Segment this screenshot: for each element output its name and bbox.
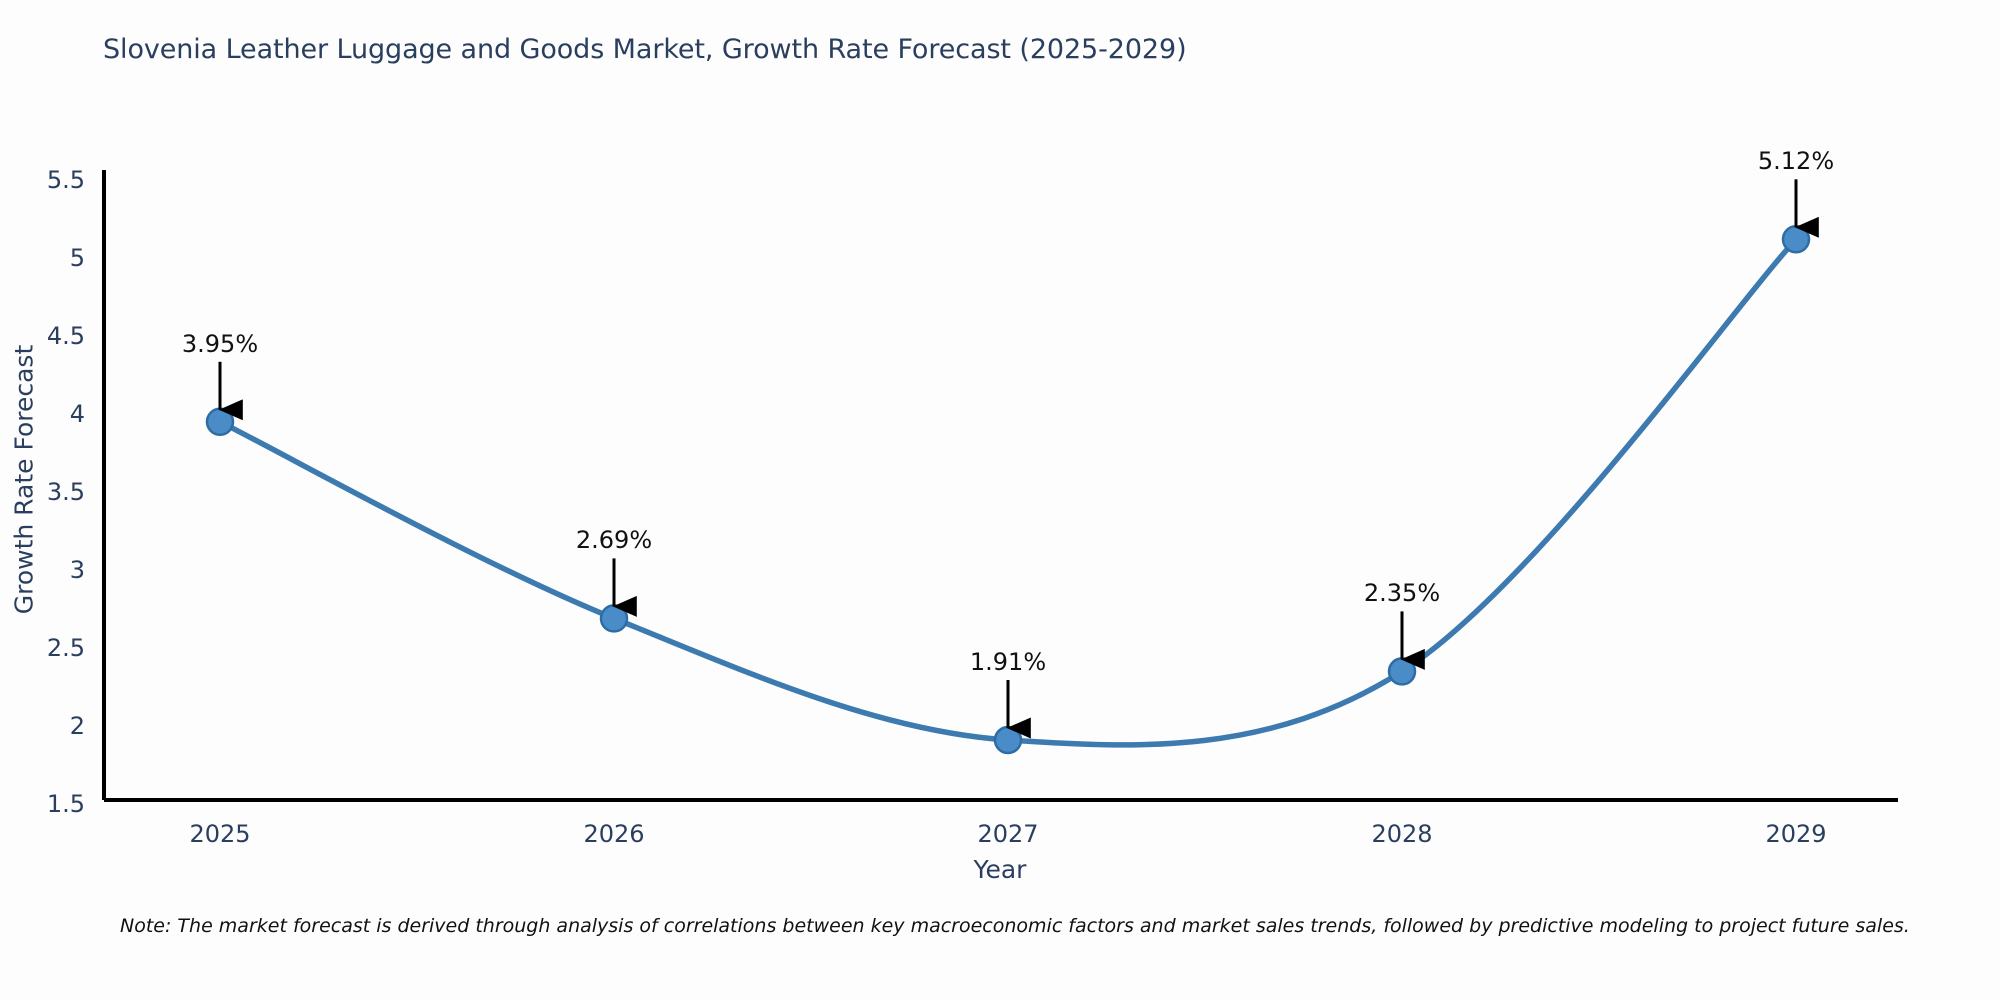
y-tick-label: 5 <box>69 244 85 272</box>
y-tick-label: 5.5 <box>46 166 85 194</box>
chart-title: Slovenia Leather Luggage and Goods Marke… <box>103 34 1187 65</box>
y-tick-label: 3.5 <box>46 478 85 506</box>
x-tick-label: 2025 <box>189 820 251 848</box>
y-tick-label: 3 <box>69 556 85 584</box>
x-tick-label: 2029 <box>1765 820 1827 848</box>
y-tick-label: 1.5 <box>46 790 85 818</box>
footer-note: Note: The market forecast is derived thr… <box>120 915 1910 937</box>
data-point-annotation: 3.95% <box>181 329 259 358</box>
x-axis-label: Year <box>973 855 1027 884</box>
y-tick-label: 2 <box>69 712 85 740</box>
data-point-annotation: 2.69% <box>575 526 653 555</box>
y-tick-label: 2.5 <box>46 634 85 662</box>
y-tick-label: 4.5 <box>46 322 85 350</box>
x-tick-label: 2027 <box>977 820 1039 848</box>
x-tick-label: 2028 <box>1371 820 1433 848</box>
y-tick-label: 4 <box>69 400 85 428</box>
x-tick-label: 2026 <box>583 820 645 848</box>
data-point-annotation: 2.35% <box>1363 579 1441 608</box>
data-point-annotation: 5.12% <box>1757 147 1835 176</box>
data-point-annotation: 1.91% <box>969 648 1047 676</box>
